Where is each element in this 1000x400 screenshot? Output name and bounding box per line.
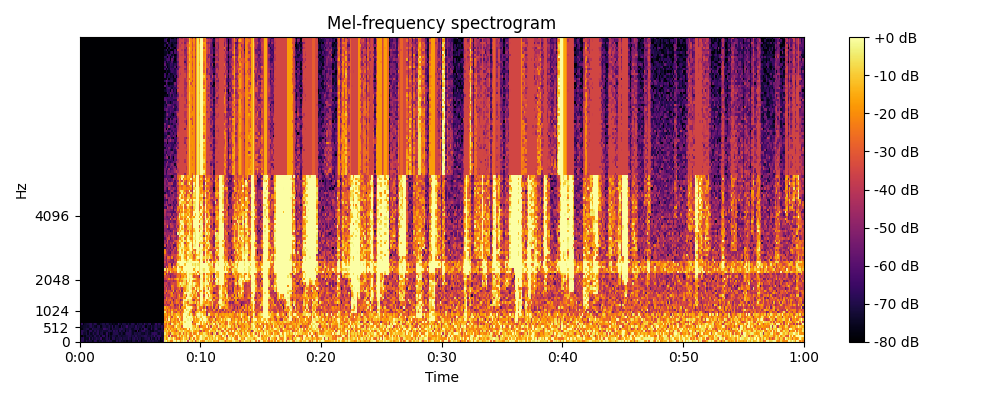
X-axis label: Time: Time [425, 371, 459, 385]
Title: Mel-frequency spectrogram: Mel-frequency spectrogram [327, 15, 556, 33]
Y-axis label: Hz: Hz [15, 181, 29, 198]
